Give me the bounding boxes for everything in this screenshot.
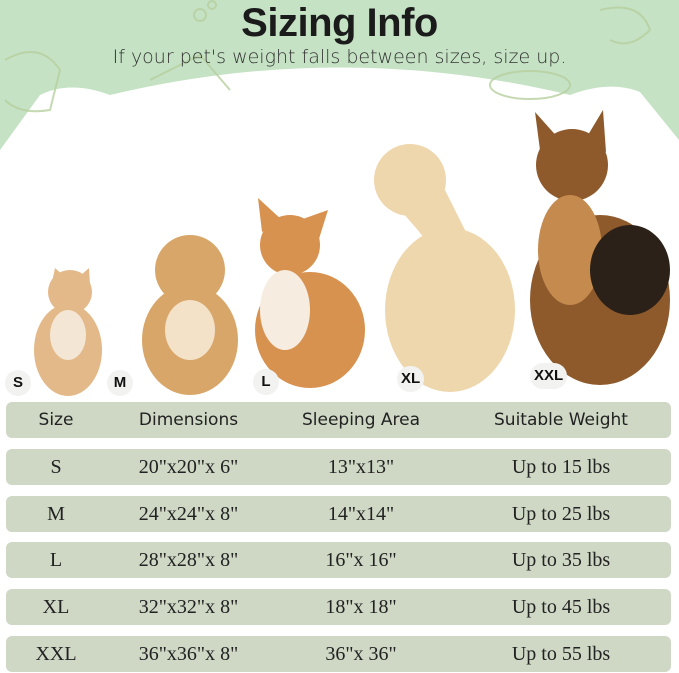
cell-dimensions: 32"x32"x 8" [138,595,239,618]
header-suitable-weight: Suitable Weight [494,410,628,430]
corgi-image [255,198,365,388]
size-badge-l: L [253,369,279,395]
cell-weight: Up to 25 lbs [511,502,611,525]
table-row: XXL 36"x36"x 8" 36"x 36" Up to 55 lbs [6,636,671,672]
pets-photo [34,110,670,396]
cell-weight: Up to 15 lbs [511,455,611,478]
header-size: Size [38,410,74,430]
cell-sleeping-area: 18"x 18" [325,595,397,618]
cell-weight: Up to 35 lbs [511,548,611,571]
table-row: S 20"x20"x 6" 13"x13" Up to 15 lbs [6,449,671,485]
cell-dimensions: 24"x24"x 8" [138,502,239,525]
page-title: Sizing Info [241,1,438,45]
header-sleeping-area: Sleeping Area [301,410,421,430]
cell-sleeping-area: 36"x 36" [325,642,397,665]
cell-size: M [47,502,65,525]
table-row: M 24"x24"x 8" 14"x14" Up to 25 lbs [6,496,671,532]
german-shepherd-image [530,110,670,385]
small-dog-image [142,235,238,395]
cell-weight: Up to 45 lbs [511,595,611,618]
cell-dimensions: 20"x20"x 6" [138,455,239,478]
cell-sleeping-area: 13"x13" [327,455,395,478]
cell-dimensions: 28"x28"x 8" [138,548,239,571]
table-row: XL 32"x32"x 8" 18"x 18" Up to 45 lbs [6,589,671,625]
size-badge-xl: XL [397,366,425,392]
cell-dimensions: 36"x36"x 8" [138,642,239,665]
header-dimensions: Dimensions [138,410,239,430]
cell-weight: Up to 55 lbs [511,642,611,665]
size-badge-m: M [107,370,133,396]
cell-sleeping-area: 14"x14" [327,502,395,525]
table-header-row: Size Dimensions Sleeping Area Suitable W… [6,402,671,438]
cell-size: S [50,455,62,478]
page-subtitle: If your pet's weight falls between sizes… [112,46,567,68]
cell-size: XXL [35,642,77,665]
table-row: L 28"x28"x 8" 16"x 16" Up to 35 lbs [6,542,671,578]
cell-sleeping-area: 16"x 16" [325,548,397,571]
cat-image [34,268,102,396]
cell-size: XL [42,595,70,618]
size-badge-s: S [5,370,31,396]
size-badge-xxl: XXL [530,363,568,389]
golden-retriever-image [374,144,515,392]
cell-size: L [49,548,63,571]
